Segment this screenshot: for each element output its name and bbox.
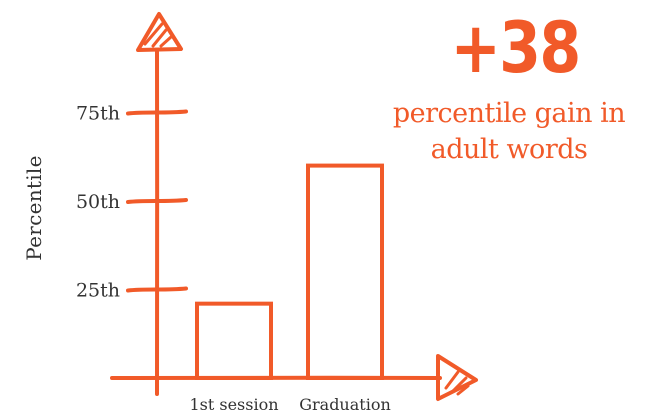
y-tick-mark-50th: [126, 198, 188, 204]
gain-caption: percentile gain in adult words: [364, 96, 654, 168]
bars: [195, 163, 384, 380]
y-tick-label-25th: 25th: [76, 280, 120, 302]
y-tick-label-75th: 75th: [76, 103, 120, 125]
y-axis-arrowhead-hatching: [143, 22, 173, 48]
gain-caption-line-1: percentile gain in: [392, 98, 626, 129]
x-tick-label-1st-session: 1st session: [189, 395, 278, 414]
x-axis-arrowhead: [436, 354, 478, 401]
y-ticks: 25th 50th 75th: [76, 103, 188, 302]
x-axis-arrowhead-hatching: [444, 370, 470, 396]
bar-graduation: [306, 163, 384, 380]
axes: [110, 12, 478, 401]
gain-headline: +38: [450, 7, 581, 89]
bar-1st-session: [195, 301, 273, 380]
x-tick-labels: 1st session Graduation: [189, 395, 390, 414]
y-tick-mark-75th: [126, 109, 188, 116]
x-axis-line: [110, 375, 442, 381]
y-tick-mark-25th: [126, 286, 188, 293]
y-axis-line: [154, 48, 160, 396]
y-axis-arrowhead: [136, 12, 183, 52]
gain-caption-line-2: adult words: [430, 134, 588, 165]
x-tick-label-graduation: Graduation: [299, 395, 391, 414]
y-tick-label-50th: 50th: [76, 191, 120, 213]
